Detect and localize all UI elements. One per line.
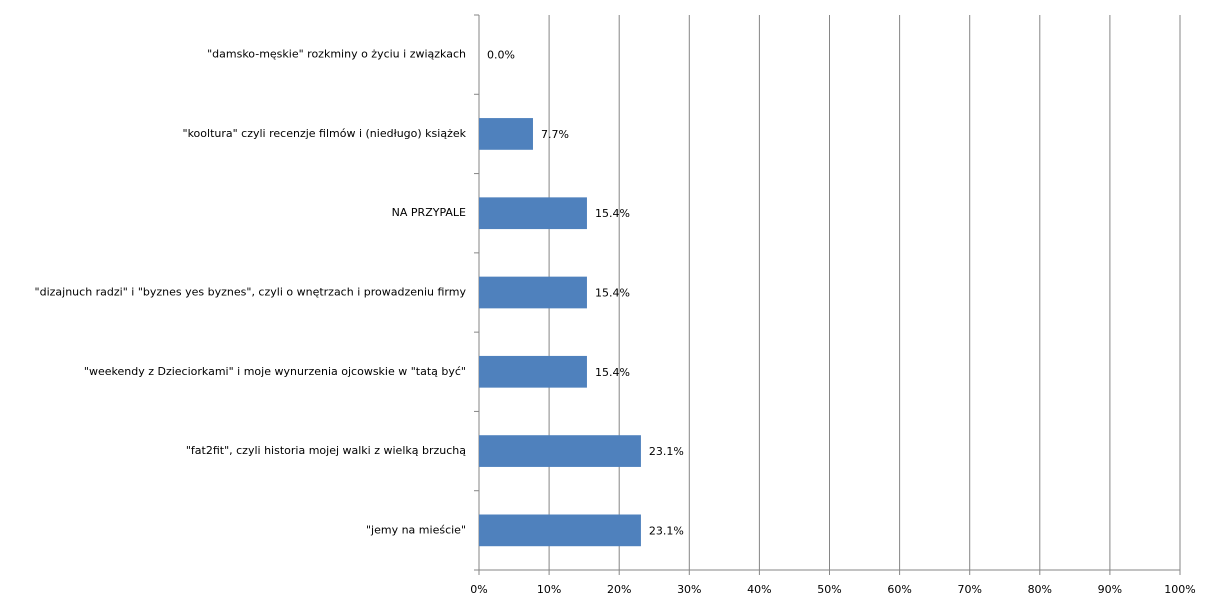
y-tick-label: "dizajnuch radzi" i "byznes yes byznes",… (35, 286, 467, 299)
x-tick-label: 70% (957, 583, 981, 596)
x-tick-label: 80% (1028, 583, 1052, 596)
x-tick-label: 50% (817, 583, 841, 596)
y-tick-label: NA PRZYPALE (392, 206, 466, 219)
y-tick-label: "jemy na mieście" (366, 523, 466, 536)
y-tick-label: "fat2fit", czyli historia mojej walki z … (186, 444, 466, 457)
bar (479, 514, 641, 547)
value-label: 15.4% (595, 366, 630, 379)
x-tick-label: 40% (747, 583, 771, 596)
x-tick-label: 60% (887, 583, 911, 596)
value-label: 23.1% (649, 524, 684, 537)
y-tick-label: "weekendy z Dzieciorkami" i moje wynurze… (84, 365, 466, 378)
bar (479, 118, 533, 150)
x-tick-label: 10% (537, 583, 561, 596)
value-label: 7.7% (541, 128, 569, 141)
bar (479, 355, 587, 388)
x-tick-label: 100% (1164, 583, 1195, 596)
value-label: 15.4% (595, 287, 630, 300)
x-tick-label: 30% (677, 583, 701, 596)
bar (479, 276, 587, 309)
x-tick-label: 0% (470, 583, 487, 596)
y-tick-label: "damsko-męskie" rozkminy o życiu i związ… (207, 48, 466, 61)
x-tick-label: 90% (1098, 583, 1122, 596)
y-tick-label: "kooltura" czyli recenzje filmów i (nied… (183, 127, 467, 140)
value-label: 23.1% (649, 445, 684, 458)
value-label: 15.4% (595, 207, 630, 220)
x-tick-label: 20% (607, 583, 631, 596)
bar (479, 197, 587, 230)
value-label: 0.0% (487, 49, 515, 62)
bar (479, 435, 641, 467)
